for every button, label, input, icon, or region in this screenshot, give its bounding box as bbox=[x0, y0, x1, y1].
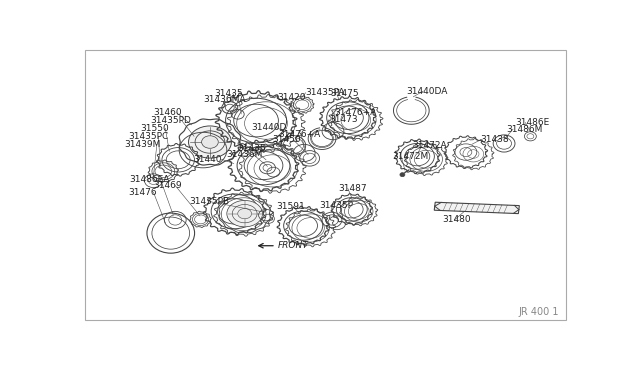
Text: 31440DA: 31440DA bbox=[406, 87, 448, 96]
Ellipse shape bbox=[189, 126, 232, 158]
Text: JR 400 1: JR 400 1 bbox=[518, 307, 559, 317]
Text: 31435PB: 31435PB bbox=[189, 197, 229, 206]
Text: 31476+A: 31476+A bbox=[334, 108, 376, 117]
Text: 31476+A: 31476+A bbox=[278, 129, 321, 138]
Text: 31450: 31450 bbox=[273, 135, 301, 144]
Text: 31486EA: 31486EA bbox=[129, 175, 170, 184]
Text: 31420: 31420 bbox=[277, 93, 306, 102]
Text: 31460: 31460 bbox=[154, 108, 182, 117]
Ellipse shape bbox=[202, 136, 218, 148]
Text: 31435PA: 31435PA bbox=[306, 88, 345, 97]
Text: 31473: 31473 bbox=[329, 115, 358, 124]
Polygon shape bbox=[435, 202, 519, 214]
Text: 31436MA: 31436MA bbox=[203, 95, 246, 104]
Text: 31440D: 31440D bbox=[251, 123, 287, 132]
Text: 31487: 31487 bbox=[338, 184, 367, 193]
Text: 31435PC: 31435PC bbox=[129, 132, 169, 141]
Text: 31475: 31475 bbox=[330, 89, 359, 99]
Text: 31436M: 31436M bbox=[227, 150, 262, 158]
Text: 31480: 31480 bbox=[442, 215, 470, 224]
Text: 31435P: 31435P bbox=[319, 201, 353, 210]
Text: FRONT: FRONT bbox=[277, 241, 308, 250]
Text: 31438: 31438 bbox=[481, 135, 509, 144]
Text: 31435PD: 31435PD bbox=[150, 116, 191, 125]
Ellipse shape bbox=[227, 201, 262, 227]
Text: 31486M: 31486M bbox=[507, 125, 543, 134]
Ellipse shape bbox=[237, 209, 252, 219]
Ellipse shape bbox=[400, 173, 405, 177]
Text: 31440: 31440 bbox=[193, 155, 221, 164]
Text: 31591: 31591 bbox=[276, 202, 305, 211]
Text: 31476: 31476 bbox=[129, 187, 157, 197]
Text: 31435: 31435 bbox=[237, 144, 266, 153]
Text: 31472M: 31472M bbox=[392, 153, 429, 161]
Text: 31439M: 31439M bbox=[125, 140, 161, 149]
Text: 31550: 31550 bbox=[141, 124, 169, 133]
Text: 31486E: 31486E bbox=[515, 118, 550, 127]
Text: 31472A: 31472A bbox=[412, 141, 447, 150]
Text: 31469: 31469 bbox=[154, 181, 182, 190]
Text: 31435: 31435 bbox=[214, 89, 243, 98]
